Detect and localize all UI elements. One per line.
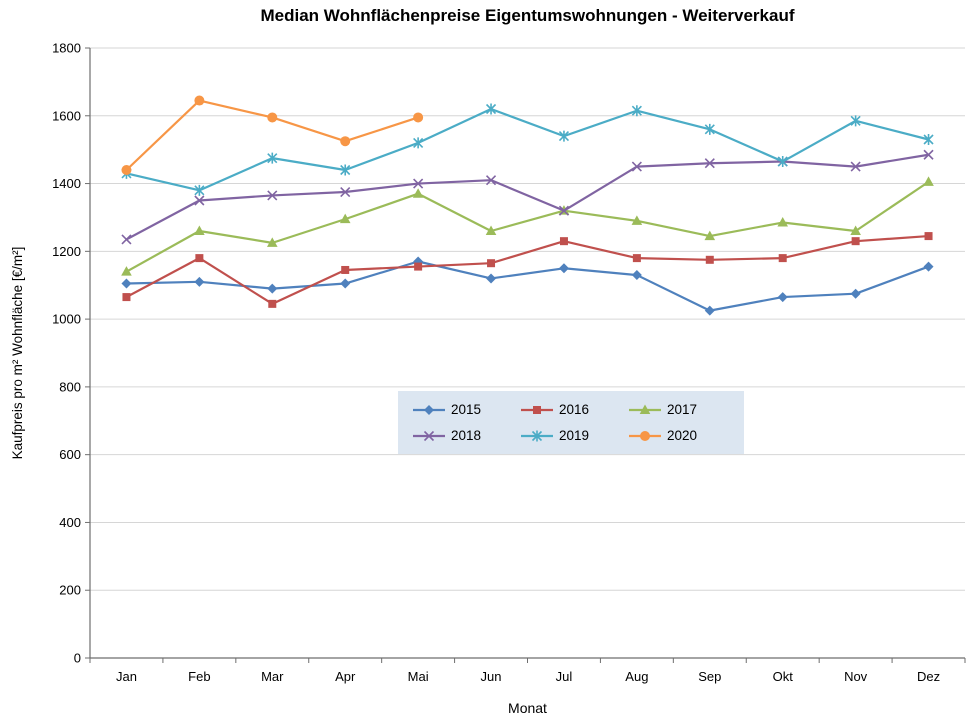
x-tick-label: Mar (261, 669, 284, 684)
x-tick-label: Okt (773, 669, 794, 684)
x-tick-label: Jan (116, 669, 137, 684)
axis-ticks: 0 200 400 600 800 1000 1200 1400 1600 1800 Jan Feb M… (52, 41, 966, 684)
x-tick-label: Feb (188, 669, 210, 684)
legend-marker-2015 (413, 404, 445, 415)
series-line-2015 (126, 260, 929, 312)
legend-label-2016: 2016 (559, 402, 590, 417)
x-tick-label: Mai (408, 669, 429, 684)
legend-label-2019: 2019 (559, 428, 590, 443)
series-line-2019 (126, 107, 929, 192)
axes (89, 48, 965, 659)
x-tick-label: Jun (481, 669, 502, 684)
gridlines (90, 47, 965, 591)
x-tick-label: Nov (844, 669, 868, 684)
y-tick-label: 400 (59, 515, 81, 530)
legend-marker-2019 (521, 430, 553, 441)
series-2016 (122, 232, 933, 308)
chart-title: Median Wohnflächenpreise Eigentumswohnun… (260, 6, 795, 25)
legend-marker-2017 (629, 404, 661, 414)
series-2018 (121, 149, 934, 245)
legend-label-2020: 2020 (667, 428, 698, 443)
legend-marker-2018 (413, 430, 445, 441)
x-tick-label: Aug (625, 669, 648, 684)
series-2017 (121, 176, 934, 276)
series-line-2018 (125, 153, 929, 241)
x-tick-label: Sep (698, 669, 721, 684)
legend-label-2018: 2018 (451, 428, 482, 443)
y-tick-label: 1600 (52, 108, 81, 123)
y-tick-label: 1200 (52, 244, 81, 259)
legend-label-2015: 2015 (451, 402, 482, 417)
y-axis-label: Kaufpreis pro m² Wohnfläche [€/m²] (10, 246, 25, 460)
legend-label-2017: 2017 (667, 402, 698, 417)
y-tick-label: 1400 (52, 176, 81, 191)
series-2015 (121, 256, 934, 316)
series-2020 (121, 95, 424, 175)
legend-item-2019: 2019 (520, 428, 622, 443)
x-tick-label: Apr (335, 669, 356, 684)
y-tick-label: 1800 (52, 41, 81, 56)
legend-item-2018: 2018 (412, 428, 514, 443)
legend-item-2016: 2016 (520, 402, 622, 417)
series-2019 (121, 103, 934, 196)
legend-item-2020: 2020 (628, 428, 730, 443)
legend: 2015 2016 2017 2018 2019 2020 (398, 391, 744, 454)
y-tick-label: 200 (59, 583, 81, 598)
legend-marker-2020 (629, 430, 661, 441)
legend-item-2017: 2017 (628, 402, 730, 417)
legend-marker-2016 (521, 405, 553, 414)
x-tick-label: Jul (556, 669, 573, 684)
series-line-2017 (125, 180, 930, 273)
y-tick-label: 800 (59, 379, 81, 394)
series-line-2016 (125, 234, 929, 305)
y-tick-label: 0 (74, 651, 81, 666)
y-tick-label: 1000 (52, 312, 81, 327)
x-tick-label: Dez (917, 669, 940, 684)
legend-item-2015: 2015 (412, 402, 514, 417)
y-tick-label: 600 (59, 447, 81, 462)
x-axis-label: Monat (508, 700, 547, 716)
